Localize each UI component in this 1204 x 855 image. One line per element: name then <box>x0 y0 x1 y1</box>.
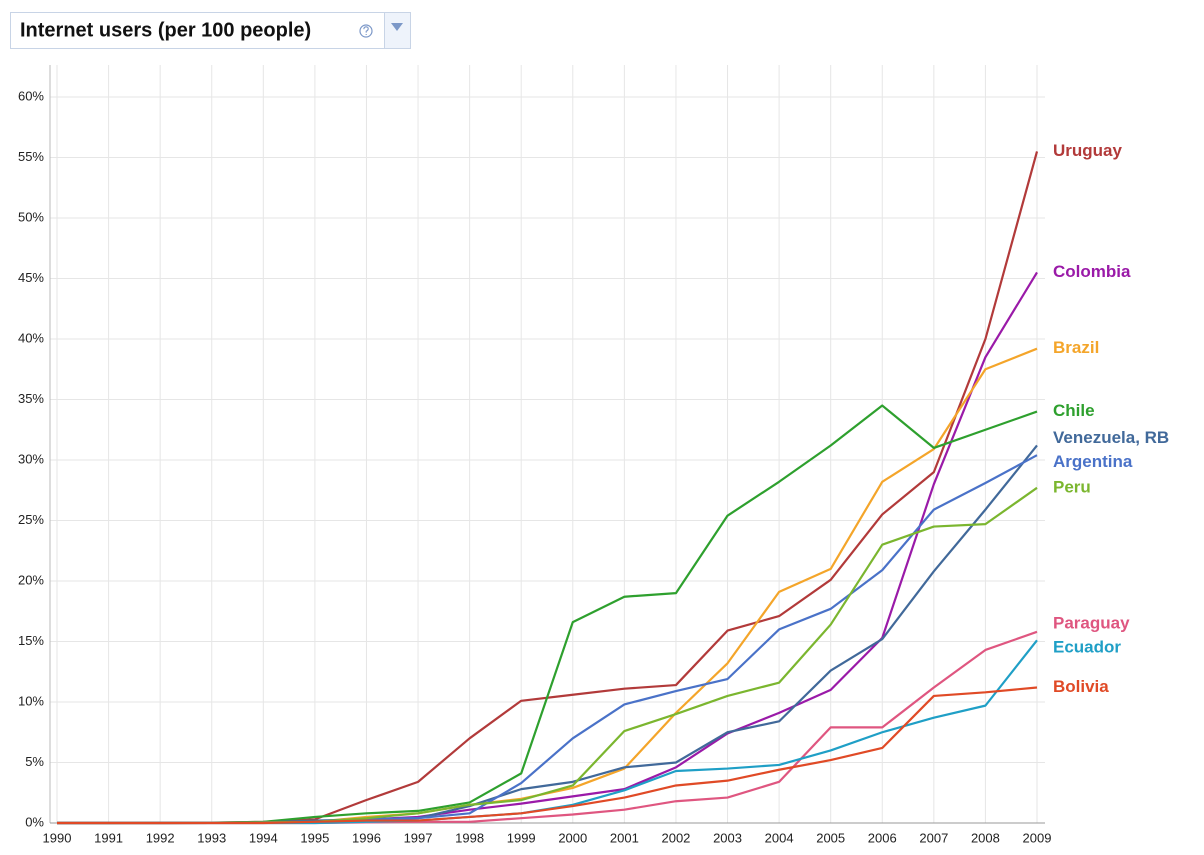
x-tick-label: 2001 <box>610 830 639 845</box>
x-tick-label: 1992 <box>146 830 175 845</box>
y-tick-label: 30% <box>18 451 44 466</box>
x-tick-label: 1993 <box>197 830 226 845</box>
series-line <box>57 486 1038 825</box>
y-tick-label: 40% <box>18 330 44 345</box>
series-label: Argentina <box>1053 452 1133 471</box>
y-tick-label: 25% <box>18 512 44 527</box>
x-tick-label: 2009 <box>1023 830 1052 845</box>
y-tick-label: 10% <box>18 693 44 708</box>
y-tick-label: 50% <box>18 209 44 224</box>
series-label: Paraguay <box>1053 614 1130 633</box>
chart-title: Internet users (per 100 people) <box>20 19 311 41</box>
x-tick-label: 2008 <box>971 830 1000 845</box>
x-tick-label: 1994 <box>249 830 278 845</box>
series-line <box>57 347 1038 825</box>
series-label: Colombia <box>1053 262 1131 281</box>
y-tick-label: 15% <box>18 633 44 648</box>
series-label: Brazil <box>1053 338 1099 357</box>
series-label: Uruguay <box>1053 141 1123 160</box>
y-tick-label: 60% <box>18 88 44 103</box>
y-tick-label: 0% <box>25 814 44 829</box>
y-tick-label: 5% <box>25 754 44 769</box>
x-tick-label: 1999 <box>507 830 536 845</box>
dropdown-arrow <box>391 23 403 31</box>
series-line <box>57 444 1038 825</box>
x-tick-label: 1990 <box>43 830 72 845</box>
series-line <box>57 454 1038 825</box>
x-tick-label: 2005 <box>816 830 845 845</box>
series-label: Chile <box>1053 401 1095 420</box>
series-label: Peru <box>1053 477 1091 496</box>
dropdown-button[interactable] <box>384 12 411 49</box>
y-tick-label: 20% <box>18 572 44 587</box>
y-tick-label: 45% <box>18 270 44 285</box>
x-tick-label: 1997 <box>404 830 433 845</box>
series-line <box>57 639 1038 825</box>
y-tick-label: 35% <box>18 391 44 406</box>
x-tick-label: 1991 <box>94 830 123 845</box>
title-frame <box>10 12 411 49</box>
x-tick-label: 2000 <box>558 830 587 845</box>
x-tick-label: 2004 <box>765 830 794 845</box>
series-label: Ecuador <box>1053 638 1121 657</box>
x-tick-label: 2002 <box>661 830 690 845</box>
series-label: Bolivia <box>1053 677 1109 696</box>
y-tick-label: 55% <box>18 149 44 164</box>
help-glyph <box>363 26 369 35</box>
x-tick-label: 2007 <box>919 830 948 845</box>
series-label: Venezuela, RB <box>1053 428 1169 447</box>
x-tick-label: 1998 <box>455 830 484 845</box>
x-tick-label: 2003 <box>713 830 742 845</box>
x-tick-label: 2006 <box>868 830 897 845</box>
title-box[interactable]: Internet users (per 100 people) <box>10 12 411 49</box>
x-tick-label: 1996 <box>352 830 381 845</box>
x-tick-label: 1995 <box>300 830 329 845</box>
series-line <box>57 686 1038 825</box>
